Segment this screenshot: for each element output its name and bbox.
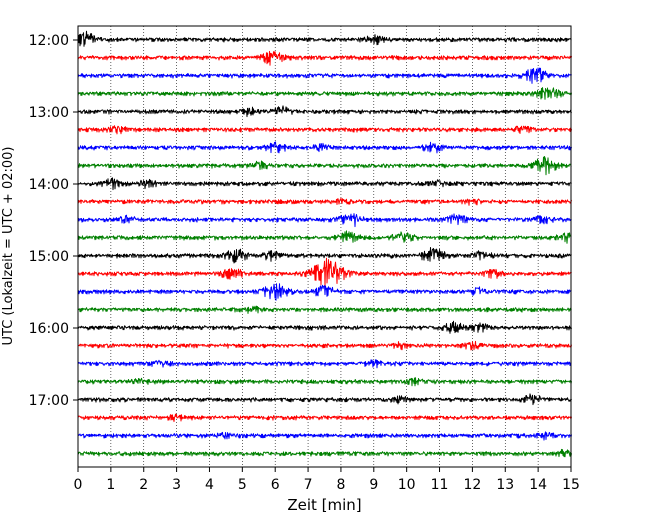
trace-1545 [77,305,572,314]
x-tick-label: 0 [74,477,83,493]
trace-1730 [77,431,572,441]
trace-1415 [77,197,572,206]
trace-1315 [77,125,572,135]
trace-1745 [77,448,572,458]
y-tick-label: 13:00 [29,105,69,121]
y-tick-label: 17:00 [29,393,69,409]
y-tick-label: 14:00 [29,177,69,193]
x-tick-label: 10 [398,477,416,493]
trace-1400 [77,177,572,191]
trace-1700 [77,393,572,406]
x-tick-label: 2 [139,477,148,493]
x-tick-label: 6 [271,477,280,493]
x-tick-label: 15 [562,477,580,493]
y-tick-label: 12:00 [29,33,69,49]
x-axis: 0 1 2 3 4 5 6 7 8 9 10 11 12 13 14 15 [74,467,580,493]
x-tick-label: 7 [304,477,313,493]
trace-1245 [77,87,572,100]
trace-1230 [77,67,572,84]
x-tick-label: 9 [369,477,378,493]
trace-1500 [77,247,572,264]
x-tick-label: 5 [238,477,247,493]
trace-1215 [77,50,572,66]
trace-1515 [77,257,572,287]
y-axis-label: UTC (Lokalzeit = UTC + 02:00) [1,147,16,346]
trace-1630 [77,359,572,369]
x-tick-label: 1 [106,477,115,493]
trace-1715 [77,413,572,423]
x-tick-label: 11 [431,477,449,493]
x-tick-label: 3 [172,477,181,493]
y-tick-label: 16:00 [29,321,69,337]
trace-1430 [77,213,572,228]
y-tick-label: 15:00 [29,249,69,265]
trace-1645 [77,377,572,387]
plot-frame [77,25,572,468]
x-tick-label: 4 [205,477,214,493]
x-tick-label: 14 [529,477,547,493]
trace-1530 [77,283,572,301]
x-tick-label: 13 [496,477,514,493]
trace-1600 [77,320,572,334]
x-tick-label: 8 [336,477,345,493]
trace-1345 [77,156,572,176]
y-axis: 12:00 13:00 14:00 15:00 16:00 17:00 [29,33,78,409]
trace-1300 [77,105,572,118]
x-tick-label: 12 [463,477,481,493]
trace-1330 [77,141,572,154]
x-axis-label: Zeit [min] [287,496,361,514]
seismogram-traces [77,30,572,458]
trace-1445 [77,230,572,244]
trace-1200 [77,30,572,47]
trace-1615 [77,340,572,351]
